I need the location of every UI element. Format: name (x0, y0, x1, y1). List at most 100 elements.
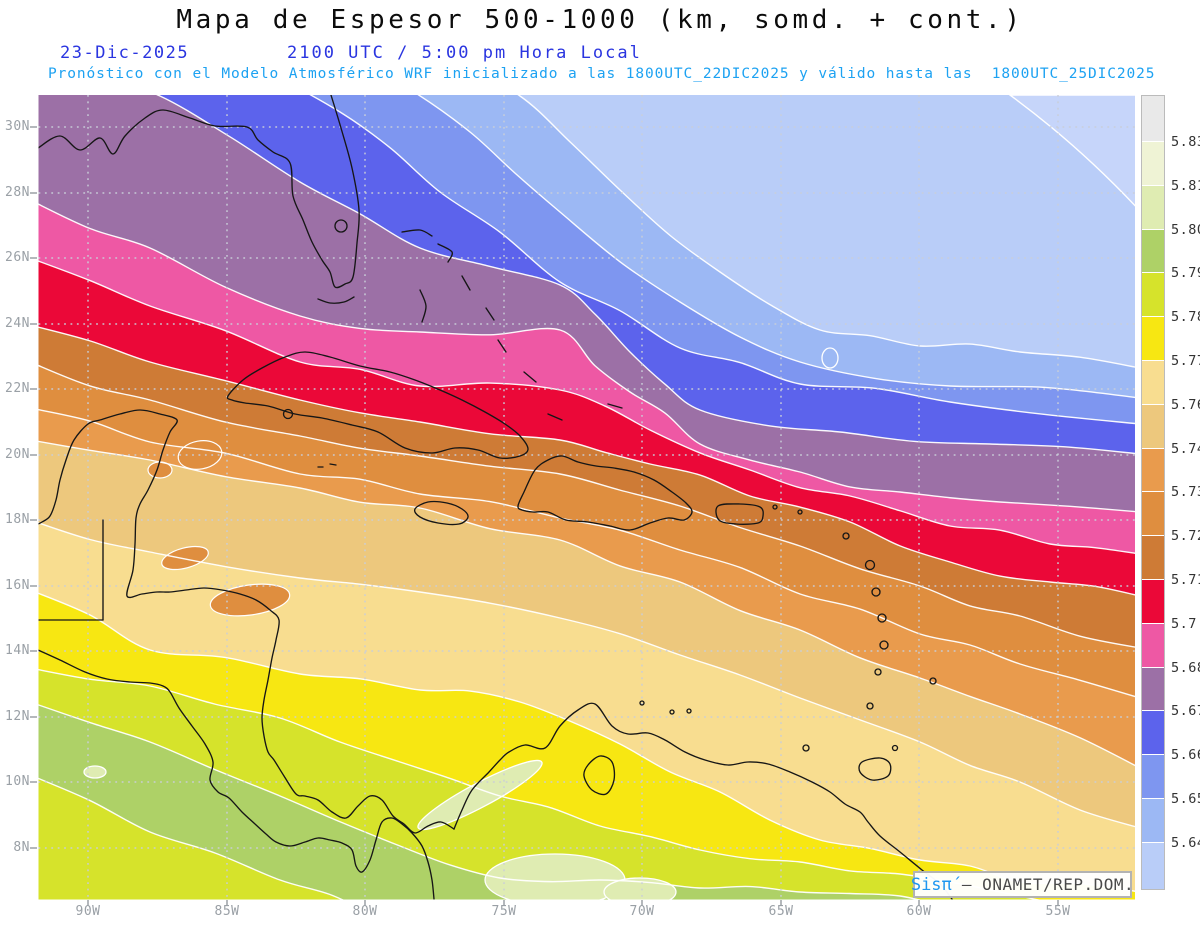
coastline (547, 413, 563, 421)
coastline (401, 229, 433, 237)
contour-line (38, 326, 1135, 596)
lon-tick-label: 55W (1045, 904, 1071, 919)
date-label: 23-Dic-2025 (60, 43, 190, 63)
colorbar-segment (1142, 360, 1164, 405)
band-fill (38, 778, 342, 900)
band-fill (38, 704, 918, 900)
contour-line (38, 203, 1135, 513)
lon-tick-label: 80W (352, 904, 378, 919)
colorbar-tick-label: 5.724 (1171, 528, 1200, 545)
colorbar-tick-label: 5.688 (1171, 659, 1200, 676)
colorbar-segment (1142, 448, 1164, 493)
colorbar-tick-label: 5.807 (1171, 221, 1200, 238)
lon-tick-label: 90W (75, 904, 101, 919)
colorbar-segment (1142, 536, 1164, 580)
colorbar-segment (1142, 623, 1164, 668)
small-island (772, 504, 778, 510)
lat-tick-label: 28N (5, 185, 30, 200)
contour-line (38, 704, 921, 900)
small-island (871, 587, 881, 597)
lon-tick-label: 70W (629, 904, 655, 919)
contour-line (309, 95, 1135, 425)
small-island (802, 744, 810, 752)
small-island (866, 702, 874, 710)
colorbar (1141, 95, 1165, 890)
small-island (879, 640, 889, 650)
contour-line (417, 95, 1135, 399)
coastline (317, 296, 355, 304)
lat-tick-label: 24N (5, 316, 30, 331)
contour-line (38, 522, 1135, 828)
small-island (282, 408, 294, 420)
contour-line (38, 408, 1135, 698)
lat-tick-label: 16N (5, 578, 30, 593)
lat-tick-label: 20N (5, 447, 30, 462)
contour-line (38, 364, 1135, 648)
lat-tick-label: 18N (5, 512, 30, 527)
colorbar-segment (1142, 229, 1164, 274)
coastline (523, 371, 537, 383)
orange-patch (161, 545, 209, 571)
small-island (686, 708, 692, 714)
contour-line (156, 95, 1135, 455)
small-island (874, 668, 882, 676)
colorbar-segment (1142, 96, 1164, 142)
colorbar-segment (1142, 185, 1164, 230)
island-coastline (858, 757, 892, 781)
colorbar-segment (1142, 798, 1164, 843)
legend-text: – ONAMET/REP.DOM. (951, 875, 1135, 894)
colorbar-segment (1142, 142, 1164, 186)
small-island (669, 709, 675, 715)
colorbar-segment (1142, 711, 1164, 756)
coastline (38, 649, 435, 900)
colorbar-segment (1142, 579, 1164, 624)
colorbar-tick-label: 5.819 (1171, 177, 1200, 194)
coastline (607, 403, 623, 409)
small-island (639, 700, 645, 706)
lat-tick-label: 26N (5, 250, 30, 265)
contour-line (38, 777, 344, 900)
small-island (842, 532, 850, 540)
colorbar-segment (1142, 755, 1164, 799)
colorbar-tick-label: 5.736 (1171, 484, 1200, 501)
coastline (437, 243, 454, 263)
legend-brand: Sisπ́ (910, 874, 952, 895)
colorbar-tick-label: 5.748 (1171, 440, 1200, 457)
small-island (877, 613, 887, 623)
lon-tick-label: 85W (214, 904, 240, 919)
lon-tick-label: 60W (906, 904, 932, 919)
lat-tick-label: 8N (13, 840, 30, 855)
small-island (334, 219, 348, 233)
island-coastline (583, 755, 616, 796)
axis-ticks (30, 126, 1059, 906)
coastline (38, 409, 455, 834)
colorbar-tick-label: 5.772 (1171, 353, 1200, 369)
colorbar-tick-label: 5.7 (1171, 615, 1197, 632)
colorbar-tick-label: 5.783 (1171, 309, 1200, 326)
colorbar-tick-label: 5.76 (1171, 396, 1200, 413)
colorbar-segment (1142, 667, 1164, 712)
island-coastline (226, 351, 529, 459)
closed-contour-dot (821, 347, 839, 369)
lat-tick-label: 30N (5, 119, 30, 134)
lon-tick-label: 65W (768, 904, 794, 919)
colorbar-segment (1142, 317, 1164, 361)
low-thickness-corner-patch (1008, 95, 1135, 207)
coastline (419, 289, 427, 323)
coastline (453, 702, 953, 900)
coastline (461, 275, 471, 291)
contour-line (517, 95, 1135, 368)
small-island (864, 559, 876, 571)
lat-tick-label: 10N (5, 774, 30, 789)
colorbar-tick-label: 5.664 (1171, 747, 1200, 764)
island-coastline (413, 500, 469, 526)
colorbar-tick-label: 5.652 (1171, 791, 1200, 807)
colorbar-segment (1142, 842, 1164, 890)
colorbar-tick-label: 5.676 (1171, 703, 1200, 720)
valid-time-label: 2100 UTC / 5:00 pm Hora Local (287, 43, 642, 63)
contour-line (38, 260, 1135, 554)
lat-tick-label: 22N (5, 381, 30, 396)
lon-tick-label: 75W (491, 904, 517, 919)
